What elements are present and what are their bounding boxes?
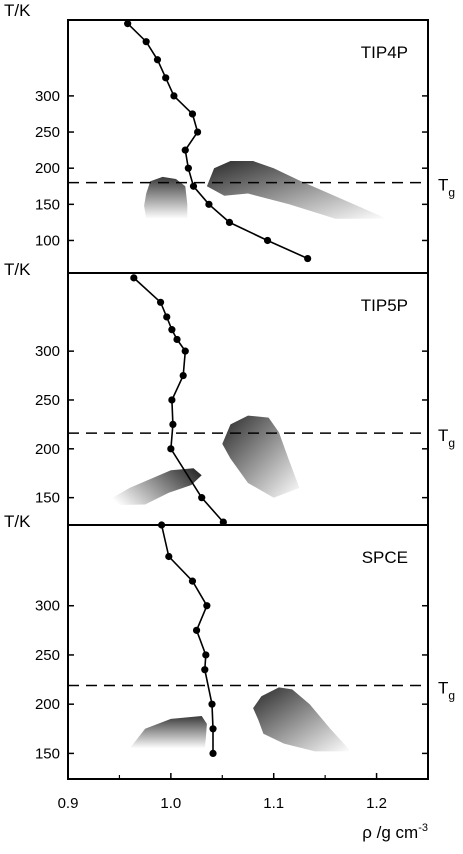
spce-y-tick-label: 150	[35, 745, 60, 762]
spce-data-point	[165, 552, 173, 561]
spce-plot-frame	[67, 524, 429, 780]
spce-data-point	[203, 602, 211, 610]
spce-tg-subscript: g	[448, 688, 455, 702]
tip4p-panel: 100 150 200 250 300 T/K TIP4P Tg	[4, 1, 455, 274]
tip4p-data-point	[153, 56, 162, 64]
tip4p-data-point	[170, 92, 178, 100]
spce-region-1	[129, 716, 207, 749]
tip4p-y-ticks: 100 150 200 250 300	[35, 88, 428, 249]
tip5p-y-tick-label: 200	[35, 441, 60, 458]
tip5p-region-1	[95, 468, 202, 508]
tip5p-y-tick-label: 300	[35, 343, 60, 360]
tip4p-data-point	[225, 218, 234, 226]
spce-data-points	[158, 521, 217, 758]
tip4p-shaded-regions	[144, 161, 387, 219]
tip5p-data-point	[167, 445, 175, 453]
spce-y-tick-label: 200	[35, 696, 60, 713]
tip4p-data-point	[184, 164, 192, 172]
spce-data-point	[209, 725, 217, 733]
tip4p-data-point	[188, 110, 197, 118]
x-tick-label: 1.2	[366, 795, 387, 812]
spce-series-line	[160, 524, 214, 754]
spce-shaded-regions	[129, 687, 351, 752]
tip5p-data-point	[130, 274, 138, 282]
tip4p-tg-label: Tg	[438, 176, 455, 200]
x-tick-label: 0.9	[58, 795, 79, 812]
tip5p-y-ticks: 150 200 250 300	[35, 343, 428, 507]
spce-y-tick-label: 300	[35, 598, 60, 615]
tip4p-y-tick-label: 200	[35, 160, 60, 177]
tip4p-data-point	[304, 254, 312, 263]
tip4p-model-label: TIP4P	[361, 43, 408, 62]
tip5p-data-point	[179, 371, 187, 380]
spce-y-axis-label: T/K	[4, 512, 31, 531]
tip4p-region-1	[144, 176, 188, 219]
tip4p-data-point	[205, 200, 213, 208]
tip5p-tg-subscript: g	[448, 436, 455, 450]
tip4p-y-tick-label: 100	[35, 232, 60, 249]
tip5p-data-point	[169, 420, 177, 428]
x-axis-ticks: 0.9 1.0 1.1 1.2	[58, 773, 387, 812]
tip4p-y-tick-label: 300	[35, 88, 60, 105]
tip5p-data-point	[181, 347, 189, 355]
spce-data-point	[202, 651, 210, 659]
spce-model-label: SPCE	[362, 548, 408, 567]
tip5p-region-2	[222, 415, 300, 498]
x-axis-label-exponent: -3	[418, 822, 428, 834]
spce-y-ticks: 150 200 250 300	[35, 598, 428, 762]
spce-panel: 150 200 250 300 T/K SPCE Tg	[4, 512, 455, 780]
tip4p-y-tick-label: 250	[35, 124, 60, 141]
spce-tg-label: Tg	[438, 678, 455, 702]
tip5p-data-point	[163, 313, 171, 321]
tip4p-data-point	[194, 128, 202, 136]
tip5p-data-point	[156, 298, 165, 306]
tip5p-model-label: TIP5P	[361, 296, 408, 315]
spce-data-point	[209, 749, 217, 758]
tip4p-data-point	[124, 20, 132, 28]
spce-data-point	[188, 577, 197, 585]
tip5p-data-point	[168, 396, 176, 404]
tip4p-y-axis-label: T/K	[4, 1, 31, 20]
tip5p-tg-label: Tg	[438, 426, 455, 450]
spce-region-2	[253, 687, 351, 752]
spce-y-tick-label: 250	[35, 647, 60, 664]
spce-data-point	[192, 626, 201, 634]
spce-data-point	[208, 700, 216, 708]
tip5p-data-points	[130, 274, 227, 526]
tip4p-data-points	[124, 20, 312, 263]
x-tick-label: 1.1	[263, 795, 284, 812]
tip4p-tg-subscript: g	[448, 186, 455, 200]
tip5p-data-point	[198, 494, 206, 502]
tip5p-y-tick-label: 150	[35, 490, 60, 507]
x-axis-label: ρ /g cm-3	[362, 822, 428, 842]
tip5p-data-point	[219, 518, 227, 526]
tip5p-y-axis-label: T/K	[4, 260, 31, 279]
tip5p-data-point	[173, 335, 181, 344]
tip4p-region-2	[206, 161, 387, 219]
tip4p-y-tick-label: 150	[35, 196, 60, 213]
tip4p-data-point	[189, 182, 198, 190]
x-axis: 0.9 1.0 1.1 1.2 ρ /g cm-3	[58, 773, 428, 842]
tip5p-data-point	[168, 326, 176, 334]
spce-data-point	[201, 666, 209, 674]
tip4p-data-point	[181, 146, 189, 154]
tip4p-data-point	[263, 236, 272, 245]
tip5p-y-tick-label: 250	[35, 392, 60, 409]
tip5p-shaded-regions	[95, 415, 300, 508]
tip5p-panel: 150 200 250 300 T/K TIP5P Tg	[4, 260, 455, 526]
tip4p-data-point	[162, 74, 170, 82]
x-tick-label: 1.0	[160, 795, 181, 812]
tip4p-data-point	[142, 38, 150, 46]
